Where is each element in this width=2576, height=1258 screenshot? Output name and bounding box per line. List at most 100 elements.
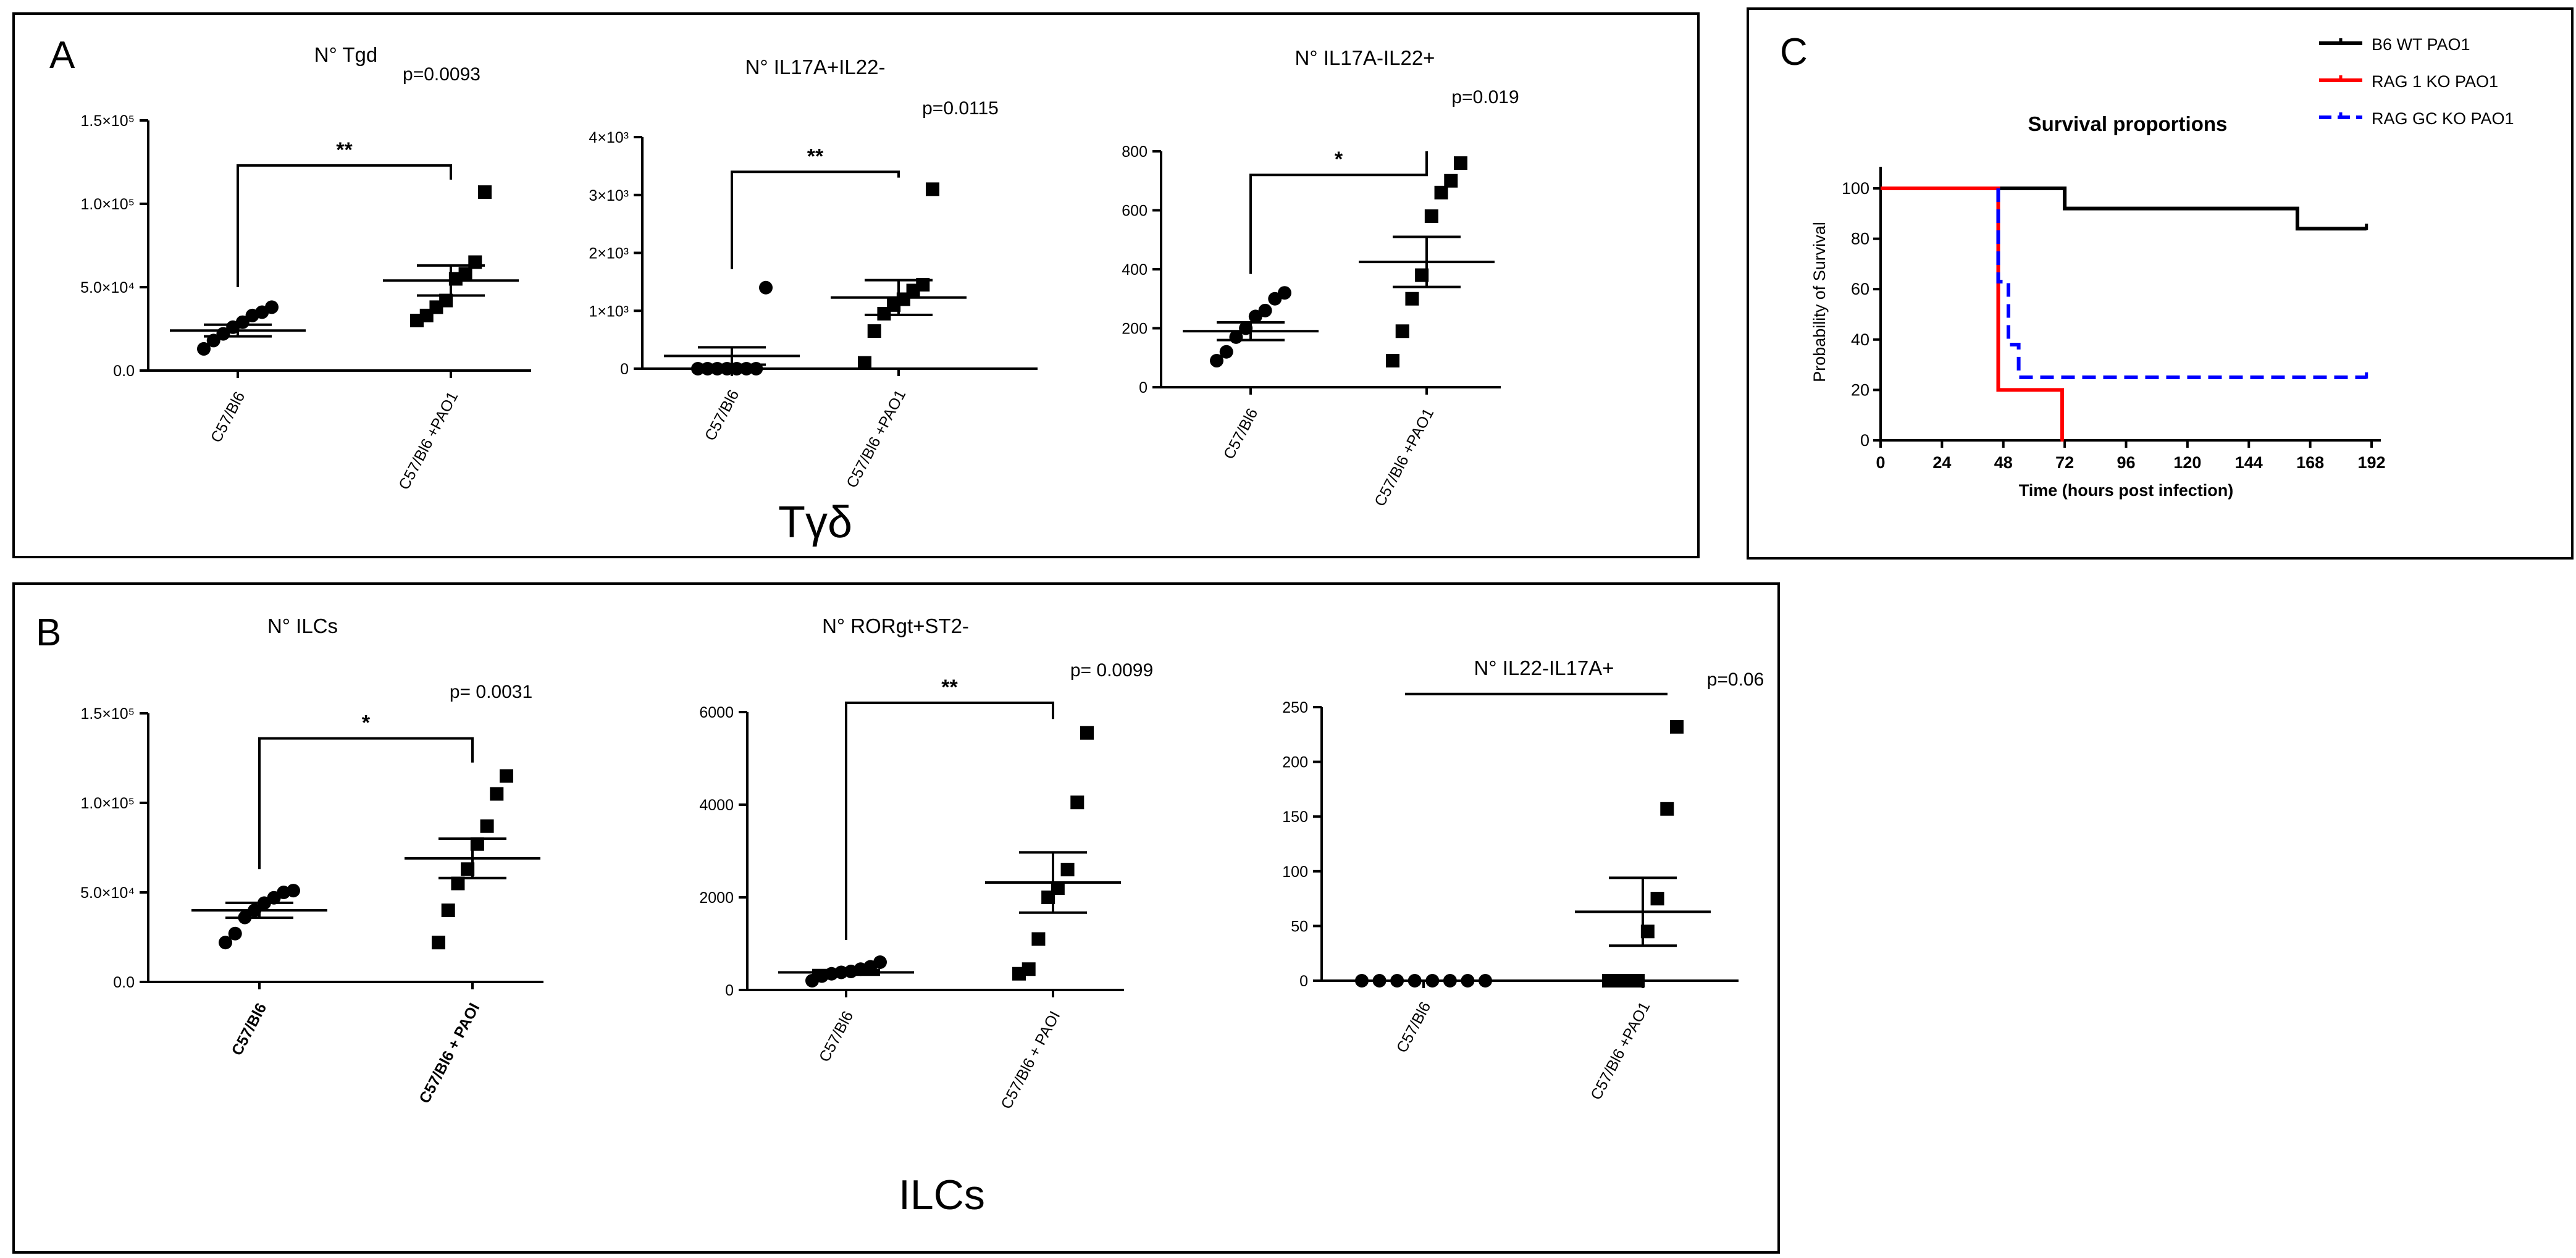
chart-ilcs: N° ILCs 0.0 5.0×10⁴ 1.0×10⁵ 1.5×10⁵ C57/Bl6 C5… — [80, 614, 543, 1106]
chart-title: N° IL17A+IL22- — [745, 56, 886, 78]
data-point — [500, 769, 513, 783]
y-tick-label: 0.0 — [113, 974, 135, 991]
significance-bracket — [1249, 151, 1428, 274]
data-point — [1454, 156, 1467, 170]
significance-stars: * — [362, 711, 371, 735]
y-tick-label: 5.0×10⁴ — [80, 279, 135, 296]
y-tick-label: 1.5×10⁵ — [80, 705, 135, 723]
y-tick-label: 0 — [1860, 431, 1869, 450]
chart-il17a-il22neg-tgd: N° IL17A+IL22- 0 1×10³ 2×10³ 3×10³ 4×10³ C57/B… — [589, 56, 1038, 491]
x-category-label: C57/Bl6 +PAO1 — [843, 387, 909, 491]
significance-bracket — [237, 164, 452, 287]
p-value: p=0.0093 — [403, 64, 480, 85]
panel-c-letter: C — [1780, 31, 1808, 73]
legend-label: B6 WT PAO1 — [2372, 35, 2470, 54]
panel-a-frame — [12, 12, 1700, 558]
x-category-label: C57/Bl6 + PAOI — [416, 1000, 483, 1107]
data-point — [441, 904, 455, 917]
data-point — [858, 356, 871, 370]
data-point — [1444, 174, 1458, 188]
data-point — [1650, 892, 1664, 906]
survival-curve-3 — [1996, 188, 2367, 379]
data-point — [265, 300, 279, 314]
significance-bracket — [258, 737, 474, 870]
x-category-label: C57/Bl6 — [1220, 406, 1261, 463]
significance-bracket — [845, 702, 1054, 940]
p-value: p=0.0115 — [922, 98, 999, 119]
y-axis-label: Probability of Survival — [1810, 222, 1829, 382]
data-point — [1415, 268, 1429, 282]
y-tick-label: 5.0×10⁴ — [80, 884, 135, 902]
survival-curve-2 — [1881, 187, 2064, 440]
y-tick-label: 2000 — [699, 889, 734, 907]
y-tick-label: 0 — [620, 361, 629, 378]
y-tick-label: 3×10³ — [589, 187, 629, 204]
x-category-label: C57/Bl6 — [1393, 999, 1434, 1056]
x-tick-label: 72 — [2055, 453, 2074, 472]
data-point — [480, 819, 494, 833]
data-point — [468, 255, 482, 269]
legend-label: RAG GC KO PAO1 — [2372, 109, 2514, 128]
x-category-label: C57/Bl6 +PAO1 — [1371, 406, 1437, 509]
data-point — [873, 955, 887, 969]
y-tick-label: 200 — [1122, 321, 1147, 338]
y-tick-label: 20 — [1851, 380, 1869, 399]
y-tick-label: 100 — [1842, 179, 1869, 198]
legend-label: RAG 1 KO PAO1 — [2372, 72, 2498, 91]
chart-title: N° IL22-IL17A+ — [1474, 656, 1614, 679]
data-point — [439, 293, 453, 308]
p-value: p= 0.0099 — [1070, 660, 1153, 681]
data-point — [1022, 962, 1036, 976]
panel-b-frame — [12, 582, 1780, 1254]
y-tick-label: 0.0 — [113, 363, 135, 380]
y-tick-label: 50 — [1291, 918, 1308, 935]
chart-title: N° Tgd — [314, 43, 377, 66]
data-point — [1395, 324, 1409, 338]
data-point — [1631, 974, 1645, 988]
x-axis-label: Time (hours post infection) — [2019, 481, 2234, 500]
data-point — [461, 862, 475, 876]
y-tick-label: 1.0×10⁵ — [80, 795, 135, 812]
data-point — [451, 876, 465, 891]
y-tick-label: 6000 — [699, 704, 734, 721]
data-point — [1060, 863, 1075, 876]
y-tick-label: 800 — [1122, 143, 1147, 161]
y-tick-label: 1.0×10⁵ — [80, 196, 135, 213]
data-point — [1424, 209, 1438, 224]
data-point — [1258, 303, 1272, 317]
chart-title: N° IL17A-IL22+ — [1295, 46, 1435, 69]
data-point — [1405, 291, 1419, 306]
y-tick-label: 1.5×10⁵ — [80, 112, 135, 130]
panel-a-letter: A — [49, 34, 75, 77]
x-category-label: C57/Bl6 +PAO1 — [395, 389, 461, 493]
data-point — [1210, 354, 1223, 368]
x-category-label: C57/Bl6 — [208, 389, 248, 446]
y-tick-label: 4×10³ — [589, 129, 629, 146]
x-tick-label: 96 — [2117, 453, 2135, 472]
x-tick-label: 0 — [1876, 453, 1885, 472]
p-value: p=0.06 — [1707, 669, 1764, 690]
x-category-label: C57/Bl6 — [702, 387, 742, 444]
chart-title: N° ILCs — [267, 614, 338, 637]
y-tick-label: 200 — [1282, 754, 1308, 771]
x-category-label: C57/Bl6 — [816, 1008, 857, 1065]
chart-il22-il17a-ilc: N° IL22-IL17A+ 0 50 100 150 200 250 C57/Bl6 C57/… — [1282, 656, 1764, 1103]
significance-bracket — [731, 170, 900, 269]
data-point — [228, 926, 242, 941]
data-point — [219, 936, 232, 950]
chart-title: N° RORgt+ST2- — [822, 614, 969, 637]
data-point — [1051, 881, 1065, 895]
data-point — [1070, 795, 1085, 810]
x-tick-label: 192 — [2357, 453, 2385, 472]
p-value: p=0.019 — [1451, 87, 1519, 107]
data-point — [1670, 719, 1684, 734]
data-point — [1080, 726, 1094, 740]
significance-stars: ** — [807, 145, 824, 168]
data-point — [470, 837, 484, 851]
y-tick-label: 0 — [1139, 379, 1147, 396]
x-tick-label: 120 — [2173, 453, 2201, 472]
y-tick-label: 80 — [1851, 230, 1869, 248]
y-tick-label: 2×10³ — [589, 245, 629, 262]
y-tick-label: 600 — [1122, 203, 1147, 220]
